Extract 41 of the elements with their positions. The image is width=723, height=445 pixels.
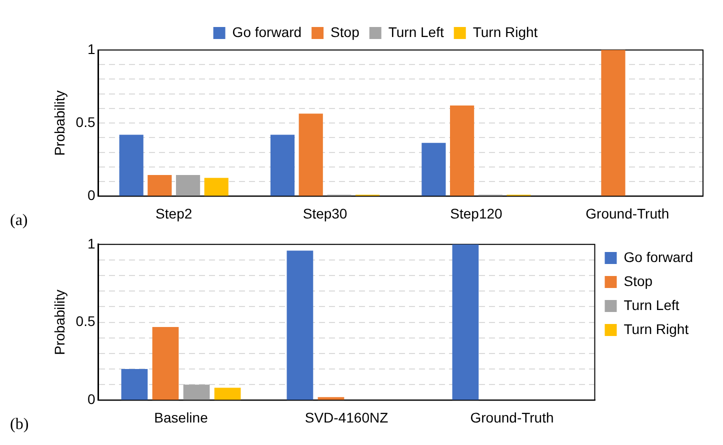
y-tick-label: 0.5: [76, 313, 96, 330]
bar: [152, 326, 179, 400]
bar: [298, 114, 323, 196]
text: (a): [10, 212, 28, 230]
bar: [270, 134, 295, 196]
bar: [121, 369, 148, 400]
legend-label: Turn Left: [624, 296, 680, 313]
bar: [450, 106, 474, 196]
legend-label: Stop: [330, 24, 360, 40]
bar: [148, 175, 172, 196]
bar: [176, 175, 200, 196]
y-tick-label: 1: [87, 40, 96, 57]
legend-label: Turn Right: [624, 320, 689, 337]
y-tick-label: 0: [87, 391, 96, 408]
bar: [601, 50, 626, 196]
bar: [204, 178, 228, 196]
legend-label: Turn Left: [388, 24, 444, 40]
bar: [422, 142, 446, 196]
bar: [119, 134, 144, 196]
y-tick-label: 0.5: [76, 114, 96, 130]
x-tick-label: Baseline: [154, 409, 208, 426]
y-tick-label: 1: [87, 235, 96, 252]
x-tick-label: Step30: [302, 205, 348, 222]
legend-label: Go forward: [232, 24, 302, 40]
bar: [318, 397, 344, 400]
x-tick-label: Step2: [156, 205, 192, 222]
x-tick-label: Step120: [450, 205, 503, 222]
legend-label: Stop: [624, 272, 653, 289]
x-tick-label: SVD-4160NZ: [304, 409, 389, 426]
bar: [452, 244, 479, 400]
x-tick-label: Ground-Truth: [586, 205, 670, 222]
bar: [286, 250, 314, 400]
y-axis-title: Probability: [51, 90, 68, 156]
text: (b): [10, 416, 29, 434]
y-axis-title: Probability: [51, 290, 68, 355]
bar: [214, 388, 241, 400]
y-tick-label: 0: [87, 187, 96, 204]
legend-label: Go forward: [624, 248, 693, 265]
bar: [183, 384, 210, 400]
x-tick-label: Ground-Truth: [470, 409, 554, 426]
legend-label: Turn Right: [472, 24, 538, 40]
